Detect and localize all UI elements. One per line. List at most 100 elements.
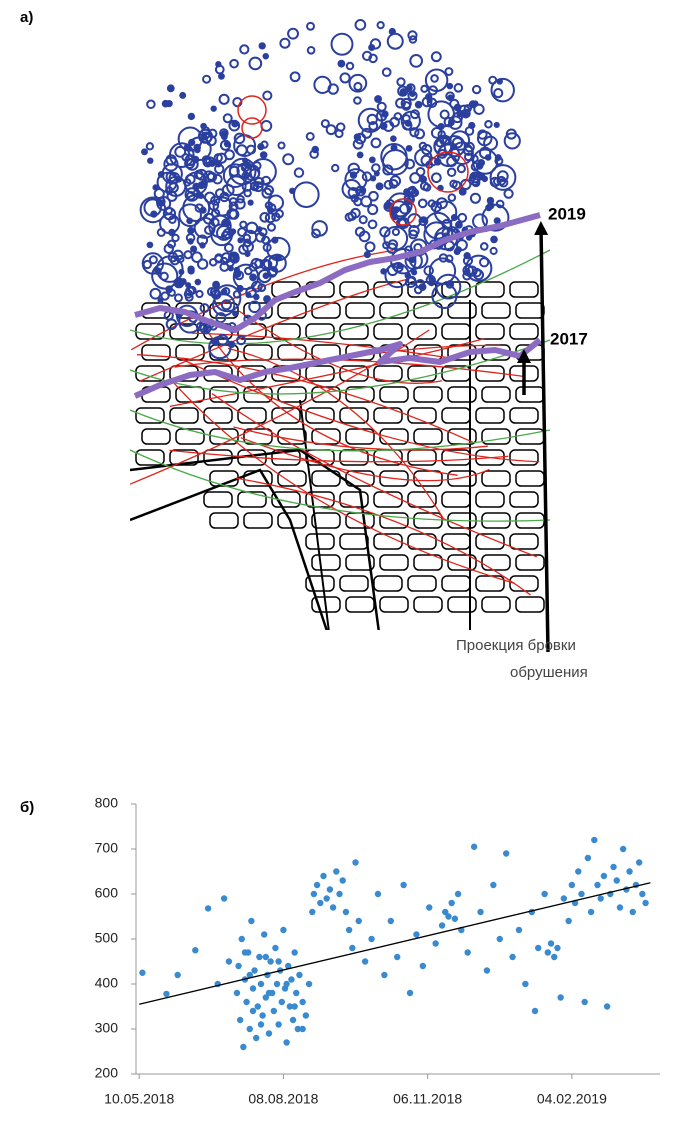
event [415,166,426,177]
event [353,96,362,105]
point [241,949,249,956]
block [441,491,471,508]
y-tick-label: 800 [95,795,119,811]
event [183,250,193,260]
block [277,428,307,445]
block [339,323,369,340]
point [464,949,471,956]
point [262,994,269,1001]
front-2019 [134,212,541,333]
block [339,407,369,424]
event [229,58,239,69]
event [386,32,404,50]
event [391,227,400,237]
block [243,512,273,529]
event [450,141,474,165]
point [265,989,273,997]
event [368,190,379,202]
event [485,204,493,212]
point [270,1007,278,1015]
block [407,365,437,382]
block [515,386,545,403]
block [515,470,545,487]
event [408,224,420,237]
block [413,386,443,403]
event [215,61,222,68]
point [299,998,306,1006]
point [174,971,181,979]
block [379,554,409,571]
point [406,989,414,997]
green-line [130,249,551,345]
block [271,491,301,508]
event [335,122,346,132]
point [313,881,321,889]
event [327,83,339,95]
event [379,122,388,130]
point [515,926,523,934]
red-line [240,437,490,482]
event [177,126,203,152]
event [217,72,225,80]
block [169,323,199,340]
caption: обрушения [510,664,588,681]
event [353,81,363,92]
event [156,171,178,193]
event [401,101,412,111]
event [167,239,177,249]
event [441,218,453,230]
block [203,407,233,424]
event [248,262,258,272]
event [292,181,320,209]
block [407,323,437,340]
event [387,192,413,218]
event [420,84,429,93]
red-line [238,310,443,384]
block [475,323,505,340]
event [161,99,170,108]
event [208,257,218,267]
point [288,976,295,983]
event [236,335,247,346]
point [393,953,401,961]
event [166,190,178,202]
point [400,881,407,889]
event [201,126,211,136]
point [289,1016,297,1024]
event [195,289,204,299]
event [187,238,194,245]
x-tick-label: 08.08.2018 [248,1091,318,1107]
event [406,84,413,92]
event [430,74,439,83]
block [379,596,409,613]
point [265,1030,273,1037]
block [141,428,171,445]
event [167,288,176,297]
event [142,259,152,270]
point [235,962,242,970]
event [186,191,196,201]
event [367,219,378,230]
event [187,267,195,275]
event [468,121,476,130]
block [475,533,505,550]
event [493,88,504,99]
event [266,236,291,262]
event [414,128,426,140]
event [483,135,499,151]
point [291,949,298,956]
event [141,148,148,156]
block [447,554,477,571]
point [278,998,286,1006]
event [179,91,187,99]
point [225,958,233,965]
event [309,149,319,159]
event [168,142,195,168]
point [302,1012,310,1019]
event [419,181,430,191]
year-label: 2019 [548,204,586,223]
event [368,53,378,64]
event [248,56,263,71]
block [311,512,341,529]
block [481,302,511,319]
